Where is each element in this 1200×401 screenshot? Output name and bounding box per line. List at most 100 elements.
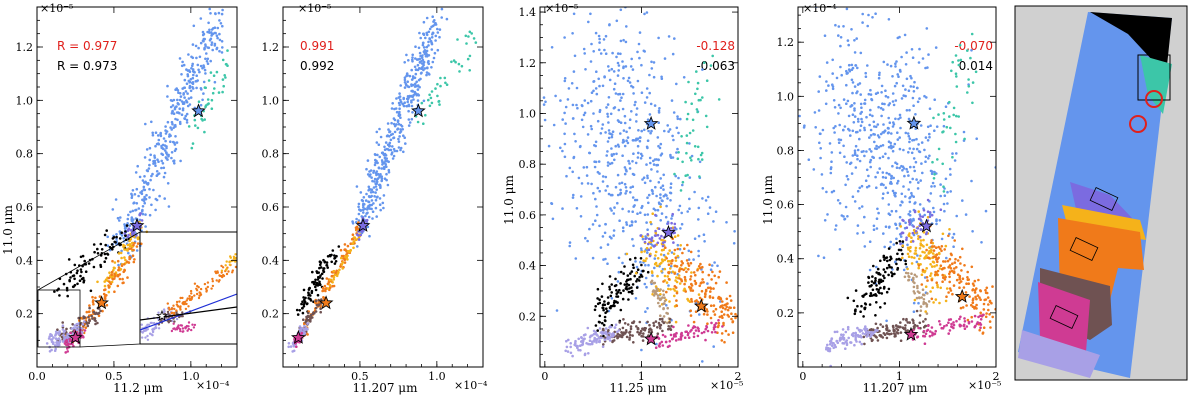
data-point-blue xyxy=(865,115,868,119)
inset-point-orange xyxy=(183,300,187,304)
inset-point-brown xyxy=(169,319,172,323)
data-point-black xyxy=(602,323,606,327)
data-point-orange xyxy=(682,268,685,272)
data-point-blue xyxy=(843,125,847,128)
data-point-blue xyxy=(422,60,426,64)
data-point-blue xyxy=(656,170,659,173)
data-point-black xyxy=(333,262,337,265)
data-point-gold xyxy=(357,236,361,239)
data-point-blue xyxy=(191,62,194,66)
data-point-black xyxy=(860,304,863,308)
data-point-blue xyxy=(822,256,826,260)
inset-point-orange xyxy=(218,279,221,282)
data-point-blue xyxy=(376,153,379,157)
data-point-blue xyxy=(598,172,601,175)
data-point-orange xyxy=(713,274,716,278)
x-exponent-label: ×10⁻⁵ xyxy=(968,379,1001,392)
data-point-gold xyxy=(922,231,926,234)
data-point-lavender xyxy=(287,345,291,349)
data-point-blue xyxy=(680,211,683,215)
data-point-blue xyxy=(410,101,413,104)
inset-point-gold xyxy=(232,255,236,258)
data-point-blue xyxy=(150,120,153,124)
data-point-blue xyxy=(896,73,899,76)
data-point-brown xyxy=(621,332,624,335)
data-point-gold xyxy=(108,271,111,275)
x-axis-label: 11.25 μm xyxy=(609,381,667,395)
data-point-blue xyxy=(875,186,878,189)
data-point-orange xyxy=(109,282,113,286)
data-point-blue xyxy=(586,182,590,185)
data-point-blue xyxy=(126,217,130,221)
data-point-blue xyxy=(624,65,628,68)
data-point-blue xyxy=(207,21,210,25)
data-point-teal xyxy=(201,119,204,122)
data-point-blue xyxy=(154,144,157,148)
data-point-blue xyxy=(631,160,634,163)
data-point-teal xyxy=(971,81,975,84)
data-point-blue xyxy=(881,171,885,174)
data-point-blue xyxy=(644,310,647,314)
data-point-tan xyxy=(661,302,665,306)
data-point-black xyxy=(96,247,99,251)
data-point-blue xyxy=(171,104,175,107)
data-point-blue xyxy=(359,191,363,194)
data-point-blue xyxy=(637,42,641,46)
data-point-blue xyxy=(984,209,988,213)
data-point-black xyxy=(100,248,104,251)
data-point-orange xyxy=(724,307,727,311)
data-point-teal xyxy=(717,98,721,101)
data-point-black xyxy=(608,288,612,291)
data-point-teal xyxy=(223,74,226,77)
data-point-teal xyxy=(942,112,946,115)
data-point-blue xyxy=(410,68,414,72)
data-point-blue xyxy=(177,103,180,106)
data-point-black xyxy=(608,285,611,289)
data-point-blue xyxy=(839,36,843,39)
data-point-black xyxy=(103,233,107,237)
data-point-blue xyxy=(659,219,662,222)
inset-point-magenta xyxy=(174,328,177,331)
data-point-blue xyxy=(387,170,391,174)
data-point-blue xyxy=(180,100,184,103)
data-point-blue xyxy=(868,148,871,151)
inset-point-orange xyxy=(172,304,175,307)
data-point-gold xyxy=(908,234,911,238)
data-point-blue xyxy=(203,68,207,72)
data-point-teal xyxy=(466,57,470,61)
data-point-gold xyxy=(938,301,941,305)
inset-point-orange xyxy=(222,273,225,277)
data-point-black xyxy=(106,252,109,256)
data-point-blue xyxy=(152,188,155,192)
data-point-blue xyxy=(627,76,631,80)
data-point-gold xyxy=(920,244,924,247)
data-point-brown xyxy=(899,339,903,343)
data-point-blue xyxy=(639,211,642,214)
data-point-blue xyxy=(860,150,864,154)
data-point-orange xyxy=(324,289,327,293)
data-point-blue xyxy=(677,131,680,135)
data-point-blue xyxy=(662,173,665,177)
data-point-orange xyxy=(934,255,938,259)
data-point-black xyxy=(887,287,891,291)
data-point-blue xyxy=(621,92,625,96)
data-point-blue xyxy=(895,81,898,85)
data-point-black xyxy=(75,271,79,275)
data-point-magenta xyxy=(664,340,668,344)
data-point-blue xyxy=(427,72,430,75)
data-point-lavender xyxy=(61,340,65,343)
data-point-orange xyxy=(726,308,730,312)
data-point-orange xyxy=(714,307,718,311)
data-point-tan xyxy=(662,307,665,311)
data-point-gold xyxy=(676,254,680,258)
inset-point-orange xyxy=(181,302,184,305)
data-point-blue xyxy=(847,63,851,67)
data-point-orange xyxy=(707,273,711,277)
data-point-orange xyxy=(113,272,116,276)
data-point-black xyxy=(301,311,305,315)
data-point-blue xyxy=(706,282,709,285)
data-point-blue xyxy=(610,147,613,150)
data-point-black xyxy=(92,265,96,269)
data-point-blue xyxy=(561,207,564,210)
data-point-orange xyxy=(104,288,107,291)
